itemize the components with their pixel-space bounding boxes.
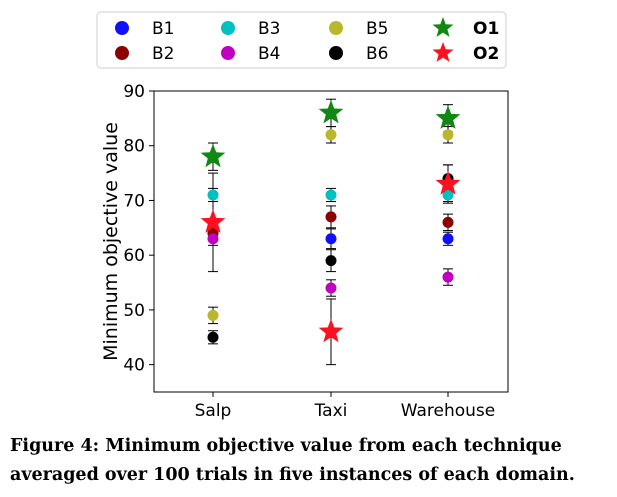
x-tick-label: Warehouse [401, 401, 495, 421]
point-o1 [318, 99, 344, 124]
legend-label-o2: O2 [473, 44, 499, 64]
point-b5 [442, 129, 454, 141]
y-tick-label: 90 [123, 82, 145, 102]
legend-marker-b1 [115, 21, 129, 35]
point-o2 [200, 209, 226, 233]
point-b6 [207, 331, 219, 343]
point-b5 [207, 309, 219, 321]
legend-marker-o1 [432, 17, 454, 37]
point-o1 [200, 143, 226, 168]
point-o2 [318, 318, 344, 343]
legend-label-b4: B4 [258, 44, 280, 64]
point-b3 [325, 189, 337, 201]
legend-label-b6: B6 [366, 44, 388, 64]
point-b2 [325, 211, 337, 223]
point-o1 [435, 105, 461, 129]
y-tick-label: 60 [123, 246, 145, 266]
y-tick-label: 80 [123, 137, 145, 157]
point-b1 [325, 233, 337, 245]
point-b4 [207, 233, 219, 245]
y-axis-label: Minimum objective value [100, 122, 122, 361]
legend-label-b3: B3 [258, 19, 280, 39]
y-tick-label: 40 [123, 356, 145, 376]
legend-marker-b6 [329, 46, 343, 60]
point-b4 [325, 282, 337, 294]
legend-box [96, 11, 507, 69]
point-b6 [325, 255, 337, 267]
figure-caption: Figure 4: Minimum objective value from e… [10, 436, 575, 485]
chart-figure: 40 50 60 70 80 90 Minimum objective value Salp T… [96, 11, 509, 421]
legend-marker-o2 [432, 42, 454, 62]
legend-marker-b5 [329, 21, 343, 35]
point-b3 [207, 189, 219, 201]
point-b2 [442, 216, 454, 228]
point-b3 [442, 189, 454, 201]
legend-label-b2: B2 [152, 44, 174, 64]
legend-label-b1: B1 [152, 19, 174, 39]
y-tick-label: 50 [123, 301, 145, 321]
legend-marker-b4 [221, 46, 235, 60]
y-tick-label: 70 [123, 191, 145, 211]
point-b1 [442, 233, 454, 245]
legend-marker-b3 [221, 21, 235, 35]
point-o2 [435, 171, 461, 195]
point-b4 [442, 271, 454, 283]
legend-label-o1: O1 [473, 19, 499, 39]
x-tick-label: Salp [195, 401, 232, 421]
x-tick-label: Taxi [314, 401, 348, 421]
legend-marker-b2 [115, 46, 129, 60]
legend-label-b5: B5 [366, 19, 388, 39]
point-b5 [325, 129, 337, 141]
